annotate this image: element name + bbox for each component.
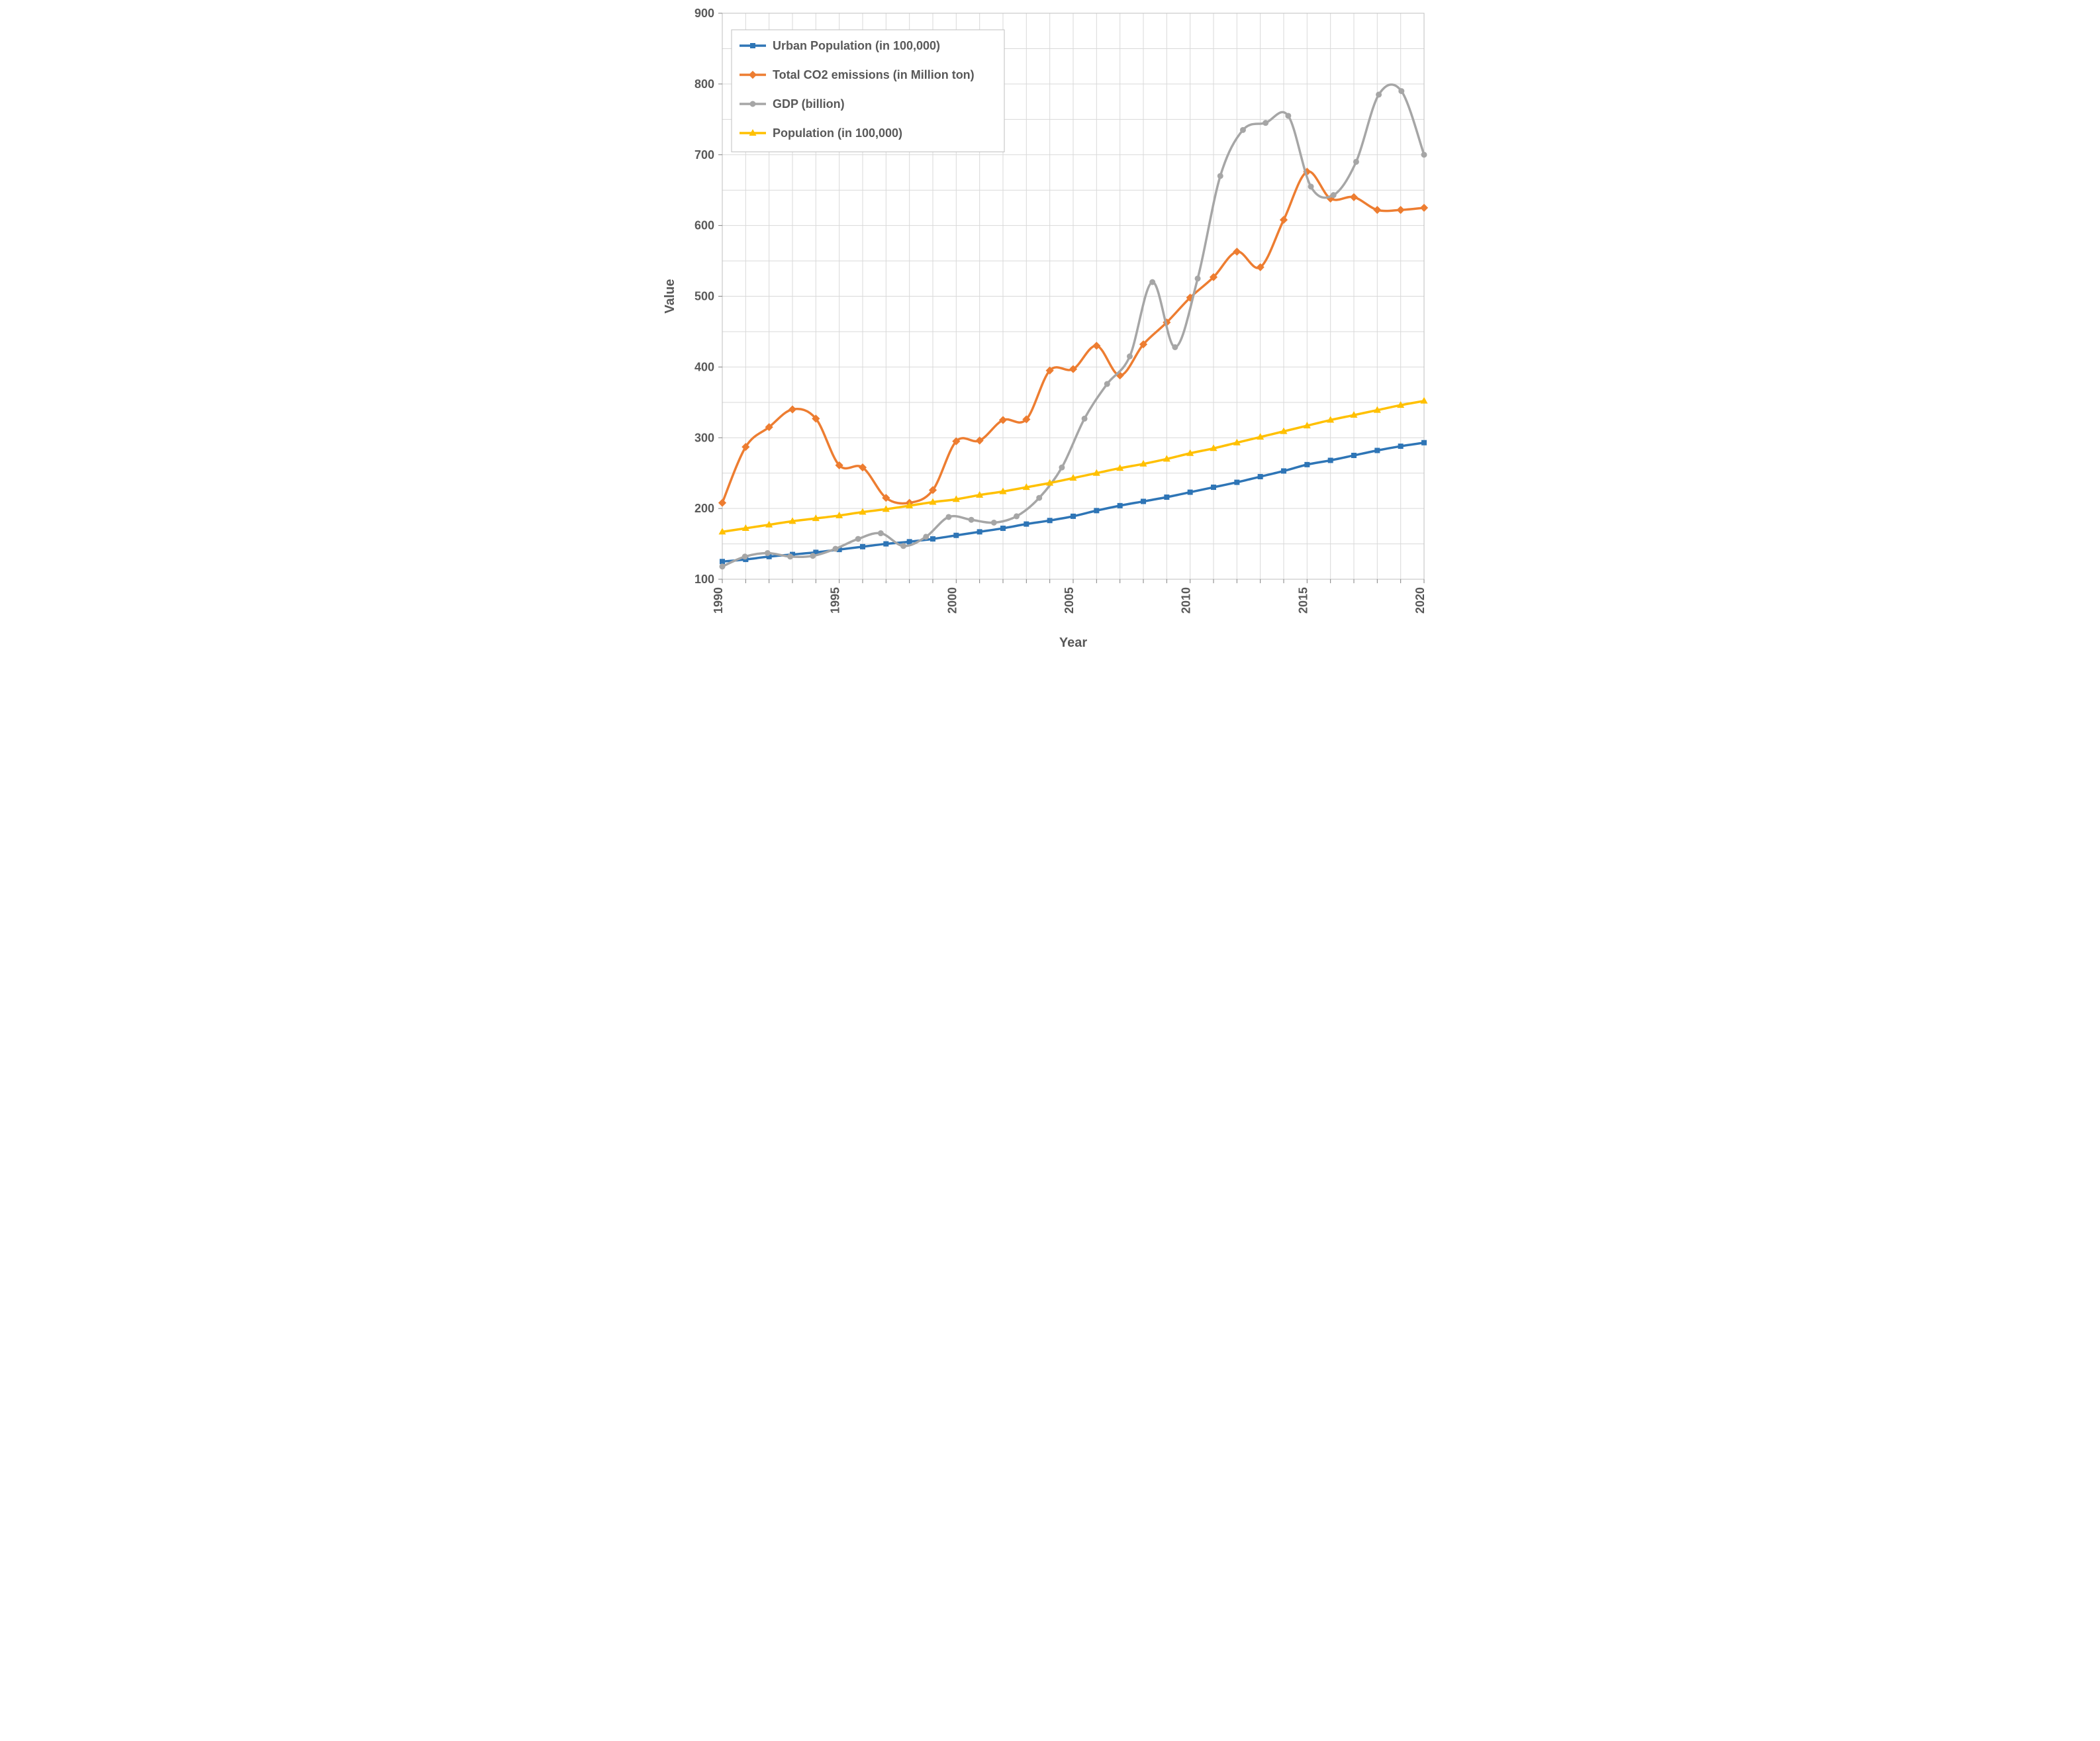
chart-container: 100 200 300 400 500 600 700 800 900 1990 1995 2000 2… (653, 0, 1447, 659)
x-tick-label: 2005 (1063, 587, 1076, 614)
y-tick-label: 400 (694, 360, 714, 373)
x-tick-label: 1990 (712, 587, 725, 614)
y-tick-label: 500 (694, 290, 714, 303)
y-tick-label: 100 (694, 573, 714, 586)
line-chart: 100 200 300 400 500 600 700 800 900 1990 1995 2000 2… (653, 0, 1447, 659)
x-axis-label: Year (1059, 635, 1087, 650)
legend-label: Population (in 100,000) (773, 126, 902, 140)
legend-label: Urban Population (in 100,000) (773, 39, 940, 52)
y-axis-label: Value (663, 279, 677, 313)
y-tick-label: 600 (694, 219, 714, 232)
y-tick-label: 900 (694, 7, 714, 20)
x-tick-label: 1995 (829, 587, 842, 614)
legend-label: GDP (billion) (773, 97, 845, 111)
x-tick-label: 2020 (1413, 587, 1427, 614)
x-tick-label: 2015 (1296, 587, 1310, 614)
legend-label: Total CO2 emissions (in Million ton) (773, 68, 975, 81)
y-tick-label: 800 (694, 77, 714, 91)
y-tick-label: 700 (694, 148, 714, 162)
legend: Urban Population (in 100,000) Total CO2 e… (732, 30, 1004, 152)
x-tick-label: 2000 (945, 587, 959, 614)
y-tick-label: 200 (694, 502, 714, 515)
x-tick-label: 2010 (1180, 587, 1193, 614)
y-tick-label: 300 (694, 431, 714, 444)
